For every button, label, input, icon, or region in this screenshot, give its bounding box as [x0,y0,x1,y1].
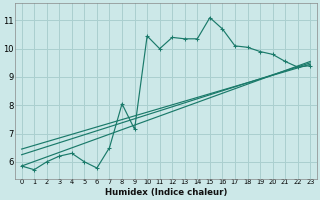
X-axis label: Humidex (Indice chaleur): Humidex (Indice chaleur) [105,188,227,197]
